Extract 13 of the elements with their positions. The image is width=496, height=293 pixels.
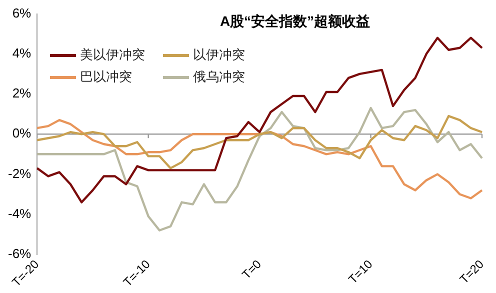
y-tick-label: -6% [8,246,32,261]
legend-label: 巴以冲突 [80,68,132,86]
y-tick-label: 0% [12,126,32,141]
y-tick-label: 2% [12,86,32,101]
chart-title: A股“安全指数”超额收益 [218,13,372,31]
y-tick-label: -2% [8,166,32,181]
legend-label: 以伊冲突 [193,46,245,64]
legend-label: 美以伊冲突 [80,46,145,64]
y-tick-label: 6% [12,5,32,20]
y-tick-label: -4% [8,206,32,221]
y-tick-label: 4% [12,45,32,60]
legend-label: 俄乌冲突 [193,68,245,86]
x-tick-label: T=0 [239,256,264,282]
